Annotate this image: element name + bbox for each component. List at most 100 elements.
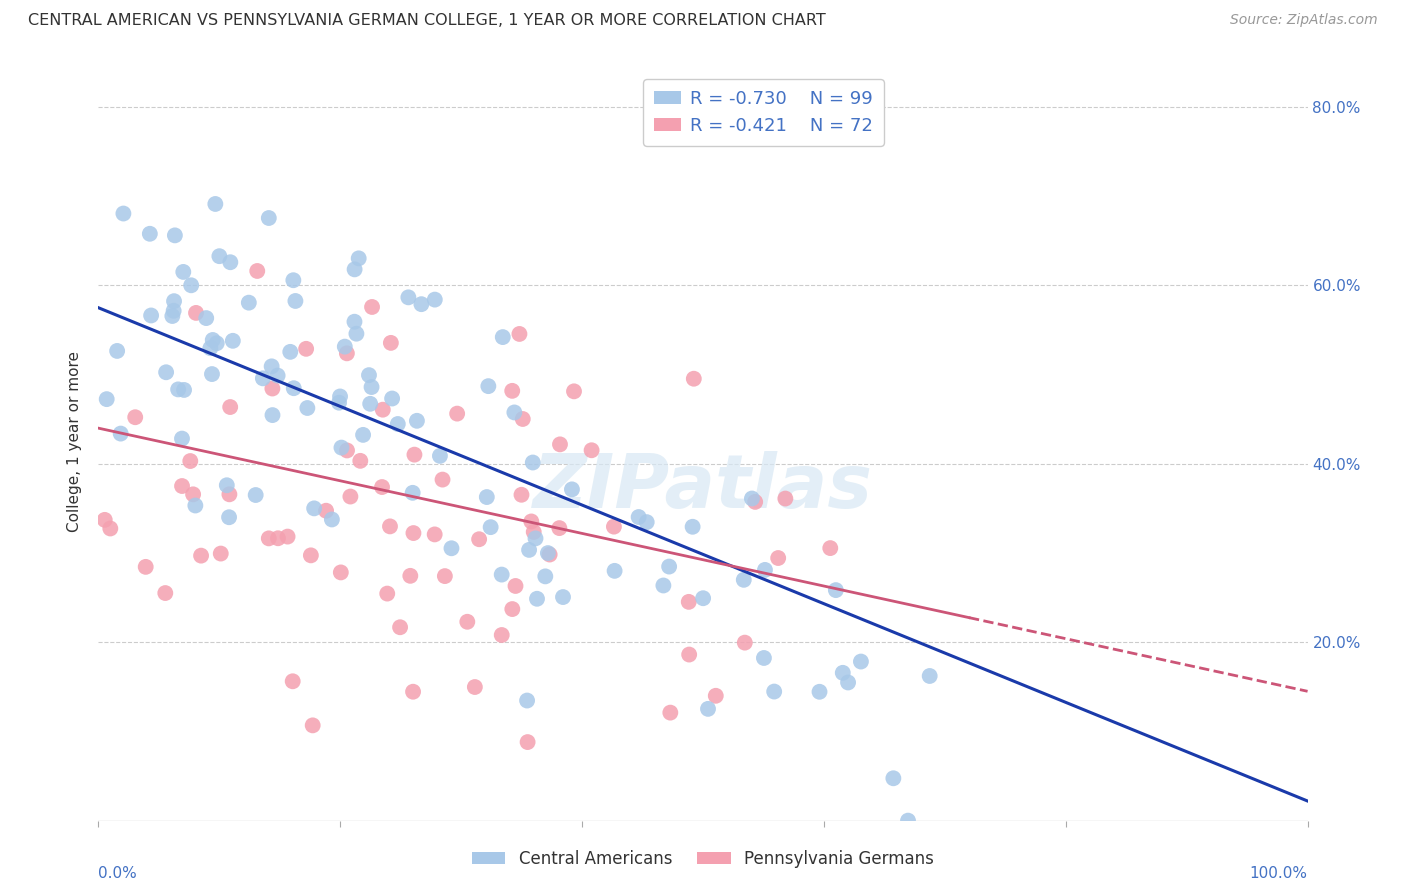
Point <box>281 674 304 689</box>
Point <box>456 615 478 629</box>
Point <box>219 400 242 414</box>
Point <box>124 410 146 425</box>
Point <box>184 499 207 513</box>
Point <box>446 407 468 421</box>
Point <box>139 309 162 323</box>
Point <box>752 651 775 665</box>
Point <box>897 814 920 828</box>
Point <box>173 383 195 397</box>
Point <box>775 491 797 506</box>
Point <box>697 702 720 716</box>
Point <box>766 551 789 566</box>
Point <box>882 771 904 785</box>
Point <box>734 635 756 649</box>
Point <box>155 586 177 600</box>
Point <box>163 228 186 243</box>
Point <box>404 448 426 462</box>
Point <box>329 566 352 580</box>
Point <box>627 510 650 524</box>
Point <box>343 315 366 329</box>
Point <box>603 564 626 578</box>
Point <box>849 655 872 669</box>
Point <box>733 573 755 587</box>
Point <box>479 520 502 534</box>
Point <box>522 456 544 470</box>
Point <box>299 549 322 563</box>
Point <box>278 344 301 359</box>
Point <box>561 483 583 497</box>
Text: ZIPatlas: ZIPatlas <box>533 450 873 524</box>
Point <box>510 488 533 502</box>
Point <box>349 454 371 468</box>
Point <box>135 559 157 574</box>
Point <box>246 264 269 278</box>
Point <box>406 414 429 428</box>
Point <box>402 684 425 698</box>
Point <box>636 515 658 529</box>
Point <box>184 306 207 320</box>
Point <box>523 524 546 539</box>
Point <box>548 437 571 451</box>
Point <box>162 309 184 323</box>
Point <box>808 685 831 699</box>
Point <box>219 255 242 269</box>
Point <box>172 265 194 279</box>
Point <box>820 541 842 555</box>
Point <box>526 591 548 606</box>
Point <box>260 359 283 374</box>
Point <box>537 546 560 560</box>
Point <box>423 527 446 541</box>
Point <box>301 718 323 732</box>
Point <box>201 367 224 381</box>
Point <box>402 485 425 500</box>
Point <box>328 395 350 409</box>
Point <box>464 680 486 694</box>
Point <box>477 379 499 393</box>
Point <box>321 512 343 526</box>
Point <box>257 532 280 546</box>
Legend: R = -0.730    N = 99, R = -0.421    N = 72: R = -0.730 N = 99, R = -0.421 N = 72 <box>643 79 884 145</box>
Point <box>359 397 381 411</box>
Point <box>429 449 451 463</box>
Point <box>295 342 318 356</box>
Point <box>831 665 853 680</box>
Point <box>380 335 402 350</box>
Point <box>277 530 299 544</box>
Point <box>468 533 491 547</box>
Point <box>93 513 115 527</box>
Point <box>475 490 498 504</box>
Point <box>501 602 523 616</box>
Point <box>238 295 260 310</box>
Point <box>581 443 603 458</box>
Point <box>682 372 704 386</box>
Point <box>110 426 132 441</box>
Point <box>190 549 212 563</box>
Point <box>266 368 288 383</box>
Point <box>505 579 527 593</box>
Point <box>96 392 118 406</box>
Point <box>357 368 380 383</box>
Point <box>155 365 177 379</box>
Point <box>195 311 218 326</box>
Point <box>538 548 561 562</box>
Point <box>283 381 305 395</box>
Point <box>105 343 128 358</box>
Point <box>652 578 675 592</box>
Point <box>222 334 245 348</box>
Point <box>754 563 776 577</box>
Point <box>361 300 384 314</box>
Point <box>402 526 425 541</box>
Point <box>215 478 238 492</box>
Point <box>548 521 571 535</box>
Point <box>741 491 763 506</box>
Point <box>381 392 404 406</box>
Legend: Central Americans, Pennsylvania Germans: Central Americans, Pennsylvania Germans <box>465 844 941 875</box>
Point <box>336 443 359 458</box>
Point <box>411 297 433 311</box>
Point <box>744 495 766 509</box>
Point <box>516 693 538 707</box>
Point <box>200 341 222 355</box>
Point <box>375 586 398 600</box>
Point <box>302 501 325 516</box>
Point <box>344 326 367 341</box>
